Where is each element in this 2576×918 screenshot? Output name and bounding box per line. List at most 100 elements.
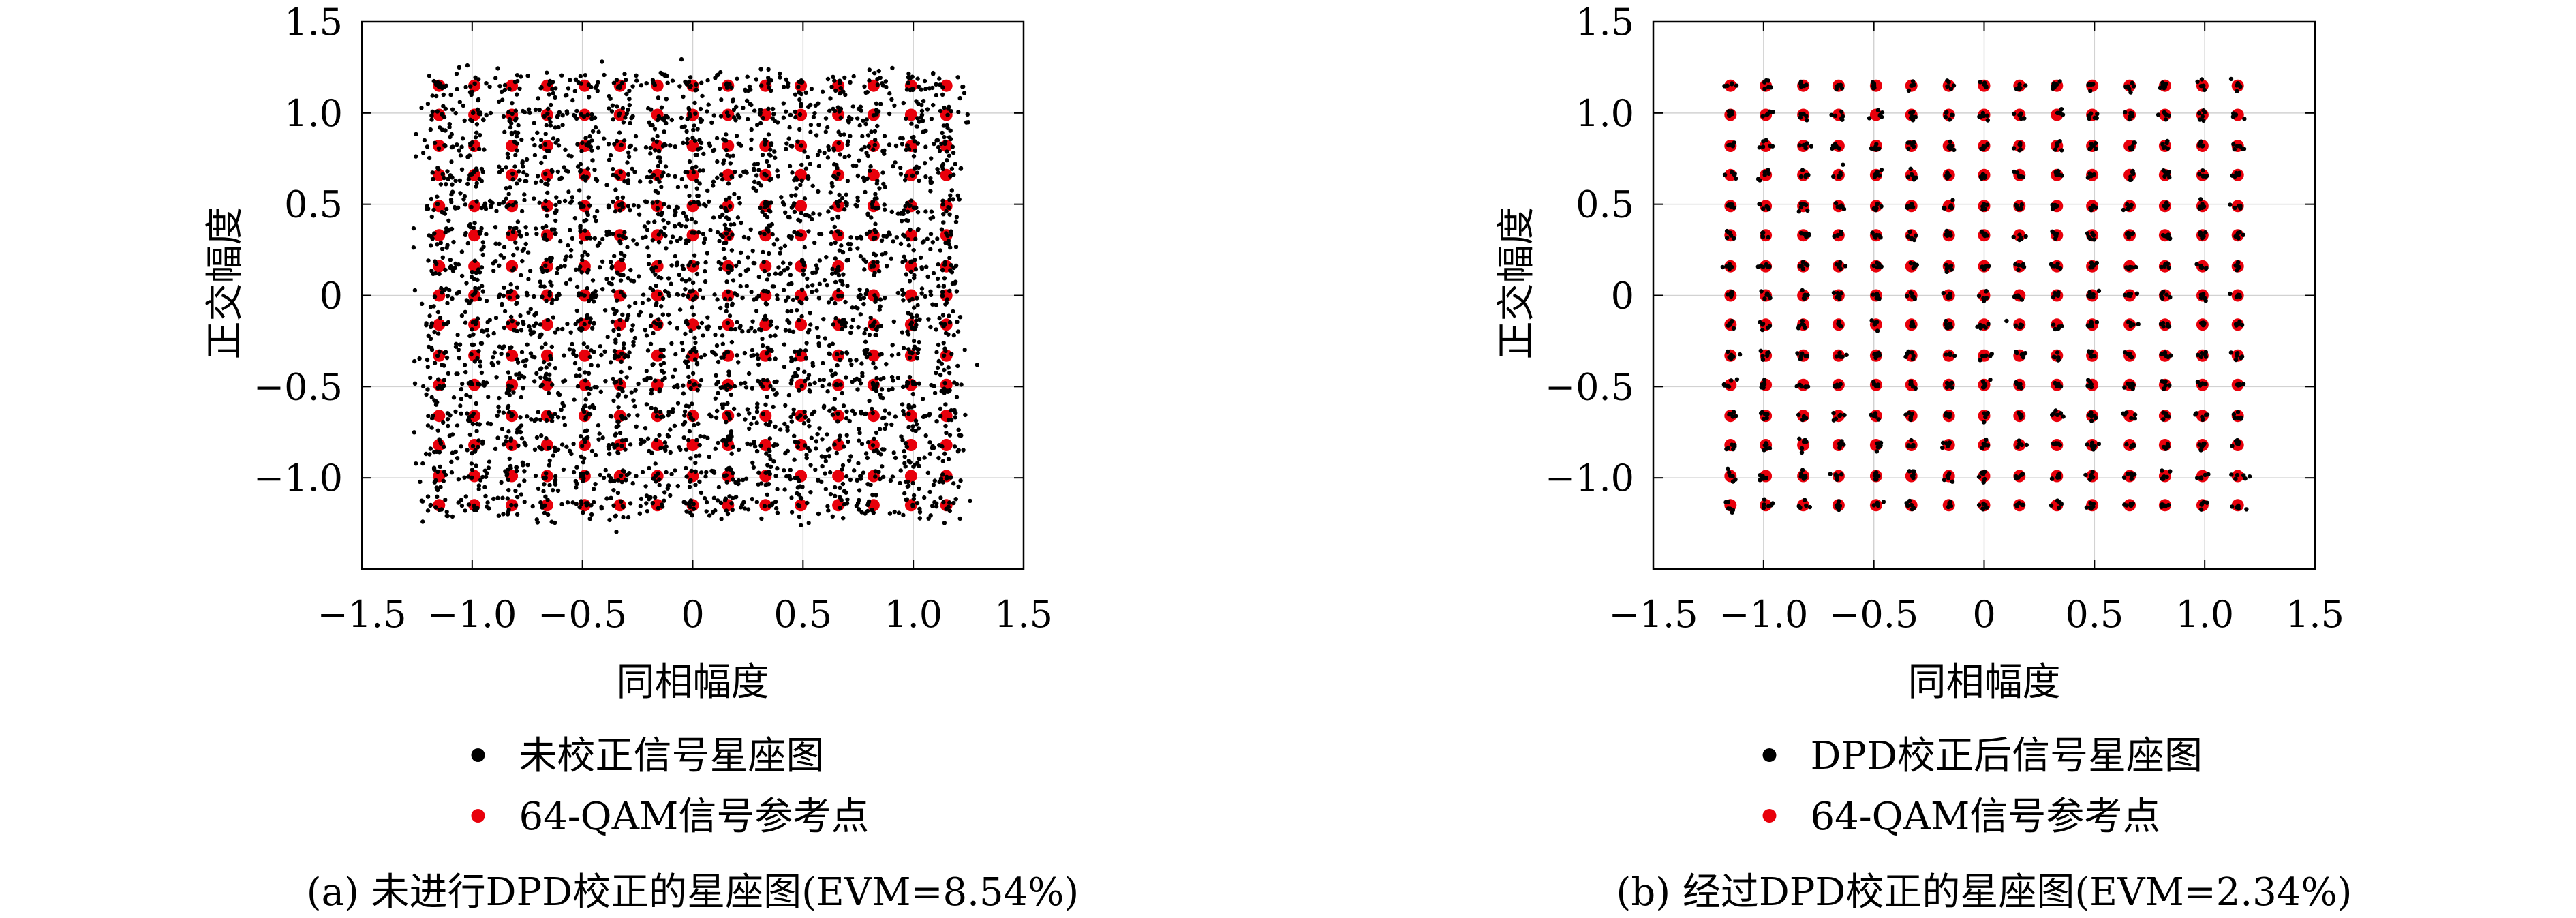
signal-point: [647, 169, 653, 174]
signal-point: [639, 83, 644, 88]
signal-point: [613, 187, 618, 192]
signal-point: [874, 493, 878, 498]
signal-point: [532, 196, 536, 201]
signal-point: [592, 215, 597, 219]
signal-point: [773, 155, 778, 160]
signal-point: [547, 293, 552, 298]
signal-point: [589, 363, 594, 367]
signal-point: [802, 378, 808, 384]
signal-point: [464, 281, 469, 286]
signal-point: [935, 365, 940, 370]
signal-point: [843, 299, 848, 305]
signal-point: [1908, 260, 1914, 266]
signal-point: [917, 339, 921, 345]
signal-point: [1877, 262, 1882, 266]
signal-point: [467, 394, 473, 399]
signal-point: [724, 82, 729, 87]
signal-point: [892, 103, 897, 108]
signal-point: [804, 341, 809, 346]
signal-point: [497, 164, 502, 169]
signal-point: [787, 328, 792, 333]
signal-point: [754, 500, 760, 504]
signal-point: [829, 205, 834, 210]
signal-point: [602, 308, 608, 313]
signal-point: [1833, 201, 1839, 206]
signal-point: [2017, 442, 2022, 446]
signal-point: [1828, 472, 1833, 476]
x-tick-label: −0.5: [538, 593, 627, 636]
signal-point: [724, 420, 729, 425]
signal-point: [523, 179, 527, 183]
signal-point: [1982, 173, 1987, 179]
signal-point: [941, 212, 946, 217]
signal-point: [759, 516, 764, 521]
signal-point: [432, 480, 437, 485]
signal-point: [831, 174, 836, 179]
signal-point: [570, 341, 574, 347]
signal-point: [501, 512, 506, 517]
signal-point: [592, 299, 596, 304]
signal-point: [731, 278, 736, 283]
signal-point: [814, 446, 818, 451]
signal-point: [932, 478, 938, 483]
signal-point: [1830, 146, 1835, 151]
signal-point: [944, 301, 949, 305]
signal-point: [830, 341, 835, 346]
signal-point: [472, 359, 477, 364]
signal-point: [946, 504, 951, 509]
signal-point: [953, 263, 959, 269]
signal-point: [695, 388, 700, 393]
signal-point: [794, 186, 799, 191]
signal-point: [895, 290, 901, 296]
signal-point: [515, 92, 519, 97]
signal-point: [940, 290, 945, 294]
signal-point: [768, 457, 773, 461]
signal-point: [869, 129, 874, 134]
signal-point: [544, 436, 549, 441]
signal-point: [431, 78, 436, 84]
signal-point: [692, 382, 698, 387]
signal-point: [627, 89, 632, 93]
signal-point: [827, 446, 832, 451]
signal-point: [738, 505, 743, 510]
signal-point: [866, 144, 871, 149]
signal-point: [928, 232, 934, 236]
signal-point: [645, 228, 650, 232]
signal-point: [500, 427, 505, 431]
signal-point: [435, 194, 440, 199]
signal-point: [957, 433, 962, 438]
signal-point: [906, 71, 911, 76]
signal-point: [547, 116, 552, 121]
signal-point: [629, 278, 634, 283]
signal-point: [443, 143, 448, 149]
signal-point: [583, 136, 588, 140]
signal-point: [1909, 381, 1914, 386]
signal-point: [878, 452, 883, 457]
signal-point: [902, 454, 907, 459]
signal-point: [648, 151, 653, 156]
signal-point: [549, 344, 554, 350]
signal-point: [807, 328, 812, 333]
signal-point: [833, 279, 838, 285]
signal-point: [748, 227, 753, 232]
signal-point: [828, 470, 833, 475]
signal-point: [1981, 501, 1986, 506]
signal-point: [449, 470, 455, 475]
signal-point: [911, 464, 916, 469]
signal-point: [519, 423, 524, 428]
signal-point: [598, 389, 603, 394]
signal-point: [861, 118, 865, 123]
signal-point: [1834, 262, 1839, 267]
signal-point: [518, 429, 523, 435]
signal-point: [521, 170, 526, 175]
signal-point: [883, 207, 887, 212]
signal-point: [620, 312, 625, 317]
signal-point: [493, 316, 499, 320]
signal-point: [733, 326, 738, 332]
signal-point: [470, 450, 474, 456]
signal-point: [954, 289, 960, 294]
signal-point: [446, 423, 450, 429]
signal-point: [597, 431, 602, 436]
signal-point: [898, 166, 903, 170]
signal-point: [690, 401, 694, 406]
